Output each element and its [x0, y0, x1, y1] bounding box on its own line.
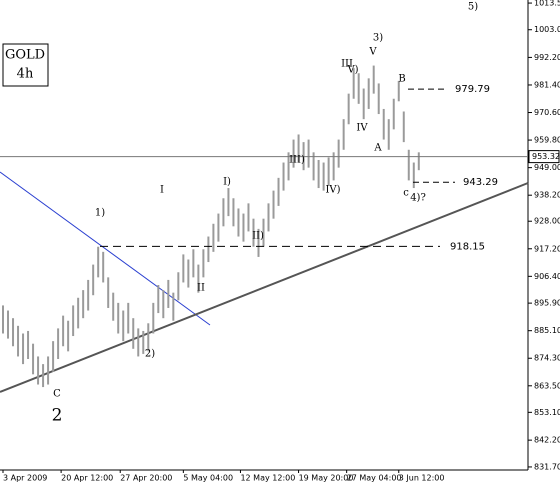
wave-label: I)	[223, 177, 231, 188]
wave-label: II	[197, 283, 205, 294]
wave-label: C	[53, 389, 61, 400]
wave-label: 3)	[373, 33, 383, 44]
wave-label: c	[403, 188, 409, 199]
y-tick-label: 895.90	[534, 299, 560, 308]
y-tick-label: 981.40	[534, 80, 560, 89]
wave-label: V)	[346, 65, 358, 76]
wave-label: IV)	[325, 185, 340, 196]
x-tick-label: 27 Apr 20:00	[120, 474, 172, 483]
y-tick-label: 853.10	[534, 408, 560, 417]
y-tick-label: 928.00	[534, 217, 560, 226]
last-price-box	[528, 150, 560, 164]
wave-label: III	[341, 59, 353, 70]
wave-label: IV	[356, 123, 368, 134]
y-tick-label: 906.40	[534, 272, 560, 281]
y-tick-label: 1013.50	[534, 0, 560, 8]
chart-title: GOLD	[5, 48, 45, 63]
y-tick-label: 842.20	[534, 436, 560, 445]
trend-line	[0, 182, 529, 393]
y-tick-label: 885.10	[534, 326, 560, 335]
wave-label: 1)	[95, 208, 105, 219]
y-tick-label: 863.50	[534, 381, 560, 390]
y-tick-label: 831.70	[534, 462, 560, 471]
y-tick-label: 917.20	[534, 244, 560, 253]
wave-label: III)	[289, 155, 305, 166]
wave-label: A	[373, 143, 382, 154]
x-tick-label: 3 Jun 12:00	[399, 474, 445, 483]
chart-subtitle: 4h	[17, 67, 34, 82]
x-tick-label: 19 May 20:00	[299, 474, 354, 483]
y-tick-label: 970.60	[534, 108, 560, 117]
wave-label: 2	[52, 406, 63, 426]
level-label: 979.79	[455, 84, 490, 95]
last-price-label: 953.32	[532, 152, 560, 161]
y-tick-label: 992.20	[534, 53, 560, 62]
y-tick-label: 938.20	[534, 191, 560, 200]
wave-label: 4)?	[410, 193, 426, 204]
wave-label: 2)	[145, 349, 155, 360]
wave-label: V	[368, 47, 377, 58]
level-label: 943.29	[463, 177, 498, 188]
x-tick-label: 20 Apr 12:00	[61, 474, 113, 483]
level-label: 918.15	[450, 241, 485, 252]
wave-label: B	[398, 74, 405, 85]
x-tick-label: 5 May 04:00	[183, 474, 233, 483]
y-tick-label: 874.30	[534, 354, 560, 363]
trend-line	[0, 171, 211, 326]
title-box	[2, 43, 49, 87]
y-tick-label: 949.00	[534, 163, 560, 172]
wave-label: II)	[252, 231, 264, 242]
y-tick-label: 959.80	[534, 136, 560, 145]
y-tick-label: 1003.05	[534, 25, 560, 34]
x-tick-label: 12 May 12:00	[240, 474, 295, 483]
wave-label: 5)	[468, 2, 478, 13]
x-tick-label: 3 Apr 2009	[3, 474, 47, 483]
x-tick-label: 27 May 04:00	[347, 474, 402, 483]
wave-label: I	[160, 185, 164, 196]
